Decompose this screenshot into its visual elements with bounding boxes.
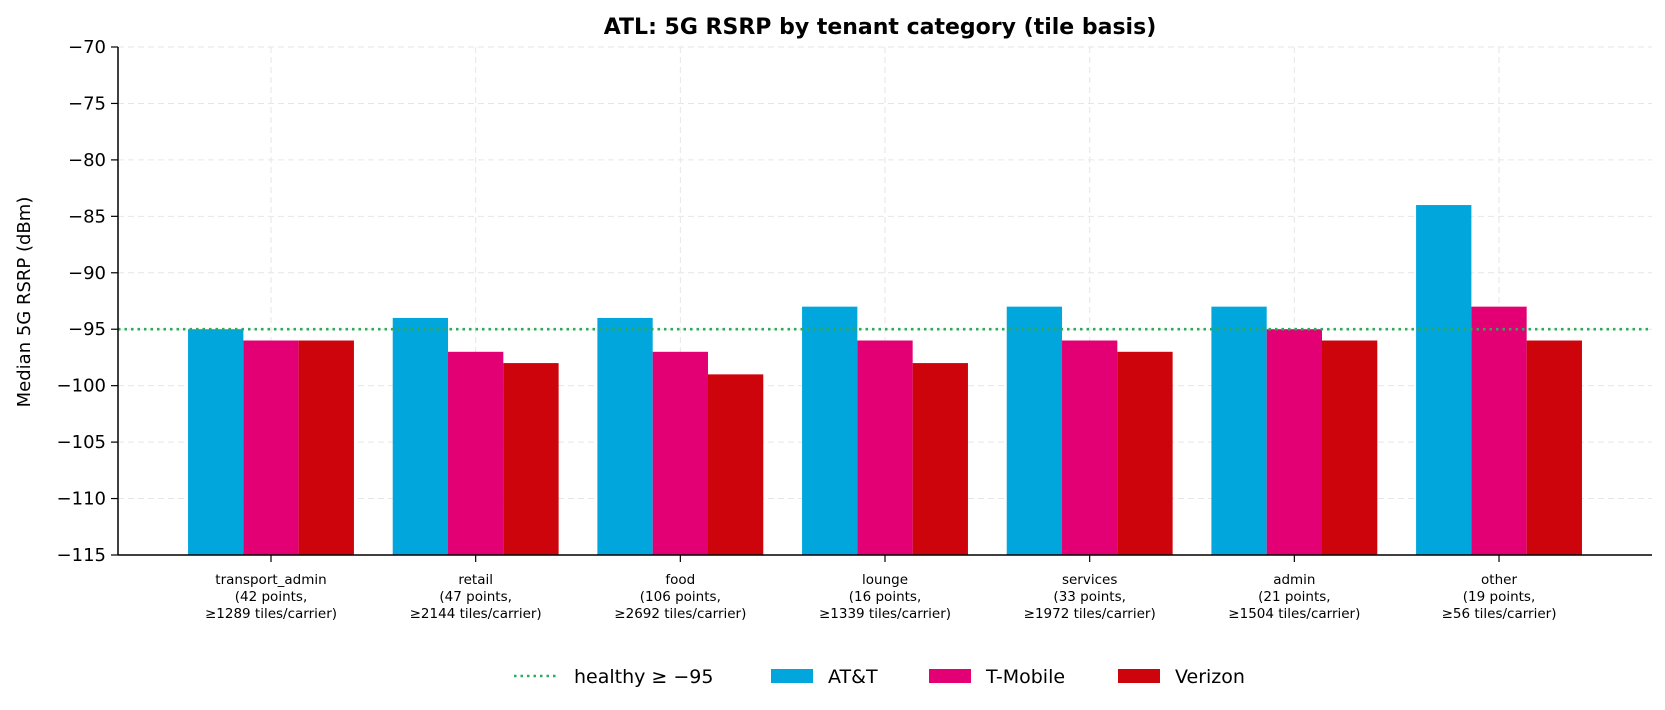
bars-layer [188, 205, 1582, 556]
bar-services-verizon [1117, 351, 1173, 555]
bar-retail-verizon [503, 363, 559, 555]
x-tick-label-line: ≥1339 tiles/carrier) [819, 606, 951, 622]
x-tick-label-line: (106 points, [640, 589, 721, 605]
y-tick-label: −80 [68, 150, 106, 171]
y-tick-labels: −70 −75 −80 −85 −90 −95 −100 −105 −110 −115 [57, 37, 106, 566]
x-tick-label-line: admin [1273, 572, 1315, 588]
bar-food-verizon [707, 374, 764, 555]
x-tick-label-line: (19 points, [1463, 589, 1536, 605]
x-tick-labels: transport_admin (42 points, ≥1289 tiles/ca… [205, 572, 1557, 622]
y-tick-label: −75 [68, 93, 106, 114]
bar-other-verizon [1526, 340, 1582, 555]
legend: healthy ≥ −95 AT&T T-Mobile Verizon [514, 666, 1245, 688]
x-tick-label-line: (21 points, [1258, 589, 1331, 605]
legend-label-verizon: Verizon [1175, 666, 1245, 688]
x-tick-label-line: services [1062, 572, 1117, 588]
x-tick-label-retail: retail (47 points, ≥2144 tiles/carrier) [410, 572, 542, 622]
bar-food-tmobile [652, 351, 708, 555]
bar-other-att [1416, 205, 1472, 556]
bar-lounge-verizon [912, 363, 968, 555]
axes-layer [111, 46, 1652, 562]
x-tick-label-line: (33 points, [1053, 589, 1126, 605]
y-tick-label: −110 [57, 489, 106, 510]
x-tick-label-line: ≥2144 tiles/carrier) [410, 606, 542, 622]
x-tick-label-line: retail [458, 572, 493, 588]
x-tick-label-admin: admin (21 points, ≥1504 tiles/carrier) [1228, 572, 1360, 622]
x-tick-label-line: ≥1289 tiles/carrier) [205, 606, 337, 622]
x-tick-label-food: food (106 points, ≥2692 tiles/carrier) [614, 572, 746, 622]
legend-label-att: AT&T [828, 666, 878, 688]
x-tick-label-line: ≥1972 tiles/carrier) [1024, 606, 1156, 622]
x-tick-label-line: ≥2692 tiles/carrier) [614, 606, 746, 622]
x-tick-label-line: other [1481, 572, 1517, 588]
x-tick-label-line: ≥56 tiles/carrier) [1442, 606, 1557, 622]
x-tick-label-other: other (19 points, ≥56 tiles/carrier) [1442, 572, 1557, 622]
bar-other-tmobile [1471, 306, 1527, 555]
x-tick-label-line: transport_admin [215, 572, 326, 588]
y-tick-label: −100 [57, 376, 106, 397]
bar-retail-att [392, 317, 449, 555]
legend-swatch-tmobile [929, 669, 971, 683]
bar-lounge-tmobile [857, 340, 913, 555]
bar-services-tmobile [1062, 340, 1118, 555]
bar-transport-admin-verizon [298, 340, 354, 555]
bar-transport-admin-att [188, 329, 244, 555]
x-tick-label-services: services (33 points, ≥1972 tiles/carrier) [1024, 572, 1156, 622]
legend-label-healthy: healthy ≥ −95 [574, 666, 714, 688]
bar-services-att [1006, 306, 1063, 555]
bar-retail-tmobile [448, 351, 504, 555]
bar-transport-admin-tmobile [243, 340, 299, 555]
y-tick-label: −115 [57, 545, 106, 566]
bar-food-att [597, 317, 653, 555]
y-tick-label: −70 [68, 37, 106, 58]
x-tick-label-transport-admin: transport_admin (42 points, ≥1289 tiles/ca… [205, 572, 337, 622]
x-tick-label-line: (16 points, [849, 589, 922, 605]
y-tick-label: −105 [57, 432, 106, 453]
y-axis-label: Median 5G RSRP (dBm) [14, 197, 35, 408]
legend-swatch-verizon [1118, 669, 1160, 683]
x-tick-label-line: food [665, 572, 695, 588]
x-tick-label-lounge: lounge (16 points, ≥1339 tiles/carrier) [819, 572, 951, 622]
bar-admin-verizon [1322, 340, 1378, 555]
y-tick-label: −95 [68, 319, 106, 340]
x-tick-label-line: (47 points, [439, 589, 512, 605]
bar-lounge-att [802, 306, 858, 555]
y-tick-label: −90 [68, 263, 106, 284]
x-tick-label-line: (42 points, [235, 589, 308, 605]
x-tick-label-line: lounge [862, 572, 908, 588]
legend-swatch-att [771, 669, 813, 683]
x-tick-label-line: ≥1504 tiles/carrier) [1228, 606, 1360, 622]
y-tick-label: −85 [68, 206, 106, 227]
bar-admin-att [1211, 306, 1267, 555]
bar-admin-tmobile [1266, 329, 1322, 555]
legend-label-tmobile: T-Mobile [985, 666, 1065, 688]
chart-title: ATL: 5G RSRP by tenant category (tile ba… [604, 15, 1157, 40]
